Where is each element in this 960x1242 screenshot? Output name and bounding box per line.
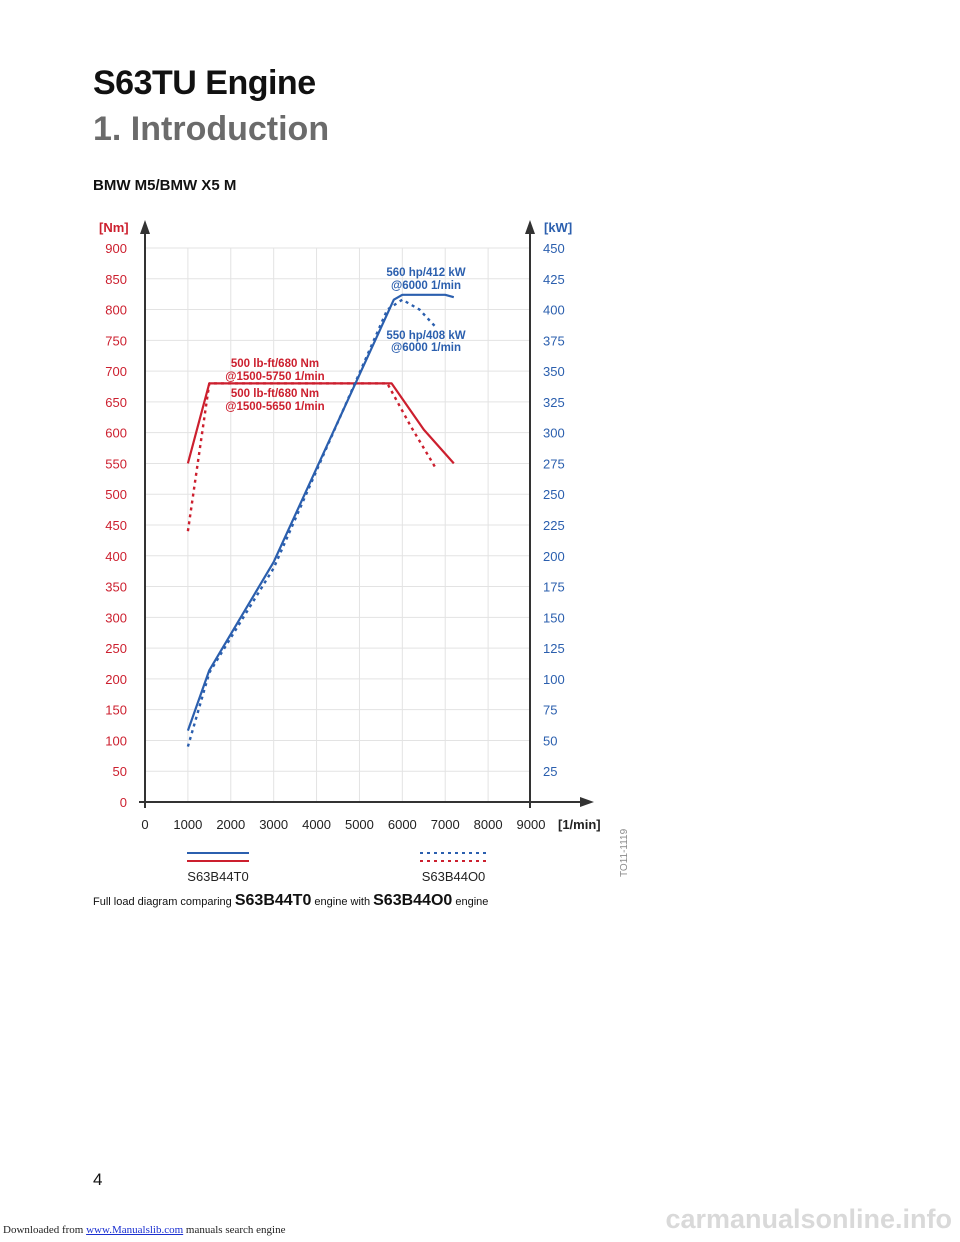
y-left-tick-label: 900	[105, 241, 127, 256]
x-tick-label: 9000	[517, 817, 546, 832]
full-load-chart: 0501001502002503003504004505005506006507…	[99, 220, 630, 884]
caption-suffix: engine	[452, 896, 489, 908]
legend-label: S63B44T0	[187, 869, 248, 884]
x-tick-label: 4000	[302, 817, 331, 832]
caption-prefix: Full load diagram comparing	[93, 896, 235, 908]
y-left-tick-label: 150	[105, 703, 127, 718]
y-right-tick-label: 125	[543, 641, 565, 656]
x-tick-label: 5000	[345, 817, 374, 832]
y-left-tick-label: 450	[105, 518, 127, 533]
y-right-tick-label: 450	[543, 241, 565, 256]
y-right-tick-label: 275	[543, 456, 565, 471]
annotation-label: 500 lb-ft/680 Nm	[231, 358, 319, 370]
figure-caption: Full load diagram comparing S63B44T0 eng…	[93, 892, 488, 910]
y-right-tick-label: 300	[543, 426, 565, 441]
x-tick-label: 1000	[173, 817, 202, 832]
x-tick-label: 6000	[388, 817, 417, 832]
y-left-tick-label: 600	[105, 426, 127, 441]
y-left-tick-label: 750	[105, 333, 127, 348]
series-torque-S63B44O0-dotted	[186, 382, 438, 532]
y-left-tick-label: 50	[113, 764, 127, 779]
y-left-tick-label: 650	[105, 395, 127, 410]
annotation-label: 550 hp/408 kW	[386, 330, 465, 342]
download-footer: Downloaded from www.Manualslib.com manua…	[3, 1224, 285, 1236]
y-right-tick-label: 75	[543, 703, 557, 718]
y-left-tick-label: 850	[105, 272, 127, 287]
y-right-tick-label: 400	[543, 303, 565, 318]
y-right-tick-label: 350	[543, 364, 565, 379]
y-right-tick-label: 100	[543, 672, 565, 687]
y-right-axis-label: [kW]	[544, 220, 572, 235]
y-right-tick-label: 325	[543, 395, 565, 410]
x-tick-label: 2000	[216, 817, 245, 832]
y-left-tick-label: 500	[105, 487, 127, 502]
footer-prefix: Downloaded from	[3, 1224, 87, 1236]
caption-engine-b: S63B44O0	[373, 892, 453, 909]
document-subtitle: 1. Introduction	[93, 110, 330, 148]
y-right-tick-label: 175	[543, 580, 565, 595]
document-title: S63TU Engine	[93, 64, 316, 102]
y-right-tick-label: 425	[543, 272, 565, 287]
x-tick-label: 8000	[474, 817, 503, 832]
y-left-tick-label: 100	[105, 733, 127, 748]
annotation-label: @1500-5750 1/min	[225, 371, 324, 383]
y-left-axis-label: [Nm]	[99, 220, 129, 235]
y-right-tick-label: 50	[543, 733, 557, 748]
caption-engine-a: S63B44T0	[234, 892, 312, 909]
y-left-tick-label: 250	[105, 641, 127, 656]
y-left-tick-label: 550	[105, 456, 127, 471]
annotation-label: @6000 1/min	[391, 342, 461, 354]
y-right-tick-label: 250	[543, 487, 565, 502]
annotation-label: 500 lb-ft/680 Nm	[231, 388, 319, 400]
y-left-tick-label: 350	[105, 580, 127, 595]
y-left-tick-label: 800	[105, 303, 127, 318]
y-left-tick-label: 300	[105, 610, 127, 625]
y-right-tick-label: 25	[543, 764, 557, 779]
y-left-tick-label: 400	[105, 549, 127, 564]
series-torque-S63B44T0-solid	[186, 382, 455, 465]
y-left-tick-label: 0	[120, 795, 127, 810]
x-axis-arrow	[580, 797, 594, 807]
manualslib-link[interactable]: www.Manualslib.com	[86, 1224, 184, 1236]
x-tick-label: 3000	[259, 817, 288, 832]
x-tick-label: 7000	[431, 817, 460, 832]
right-axis-arrow	[525, 220, 535, 234]
annotation-label: 560 hp/412 kW	[386, 267, 465, 279]
left-axis-arrow	[140, 220, 150, 234]
annotation-label: @1500-5650 1/min	[225, 401, 324, 413]
footer-tail: manuals search engine	[183, 1224, 286, 1236]
x-tick-label: 0	[141, 817, 148, 832]
y-right-tick-label: 150	[543, 610, 565, 625]
y-left-tick-label: 700	[105, 364, 127, 379]
section-heading: BMW M5/BMW X5 M	[93, 177, 237, 194]
caption-middle: engine with	[311, 896, 374, 908]
y-left-tick-label: 200	[105, 672, 127, 687]
page-number: 4	[93, 1170, 103, 1189]
y-right-tick-label: 375	[543, 333, 565, 348]
annotation-label: @6000 1/min	[391, 280, 461, 292]
x-axis-label: [1/min]	[558, 817, 601, 832]
site-watermark: carmanualsonline.info	[665, 1204, 952, 1234]
legend-label: S63B44O0	[422, 869, 486, 884]
y-right-tick-label: 200	[543, 549, 565, 564]
series-power-S63B44O0-dotted	[186, 298, 438, 747]
y-right-tick-label: 225	[543, 518, 565, 533]
figure-id-label: TO11-1119	[619, 828, 630, 877]
series-power-S63B44T0-solid	[186, 293, 455, 731]
